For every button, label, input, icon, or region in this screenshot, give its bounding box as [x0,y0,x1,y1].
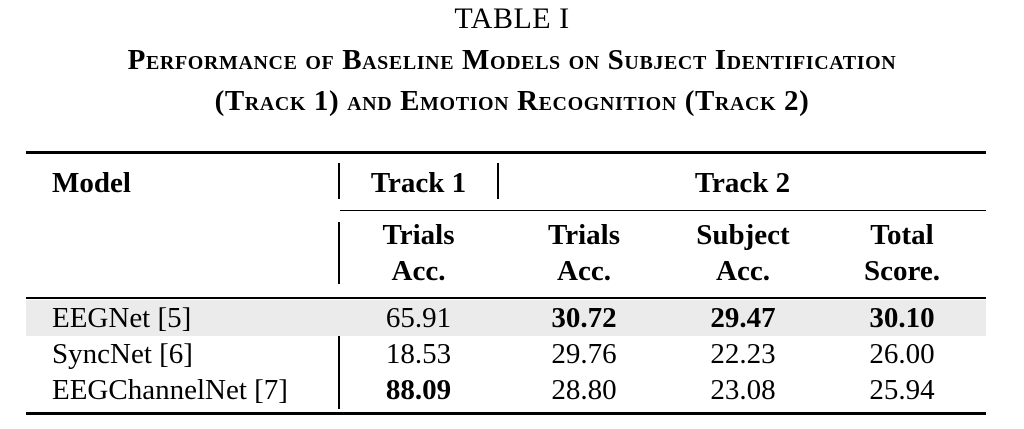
row-t2-total: 30.10 [869,302,935,334]
header-t2-total-score: Total Score. [864,219,940,287]
row-t2-subject: 23.08 [710,374,776,406]
header-track-1: Track 1 [370,167,467,199]
header-body-rule [26,297,986,299]
column-divider [338,222,340,284]
column-divider [338,163,340,199]
header-track-2: Track 2 [694,167,791,199]
row-t1-trials: 88.09 [385,374,452,406]
header-t1-trials-acc: Trials Acc. [382,219,455,287]
row-t2-total: 26.00 [869,338,935,370]
row-t2-subject: 22.23 [710,338,776,370]
header-t2-trials-acc: Trials Acc. [548,219,620,287]
row-t2-subject: 29.47 [710,302,776,334]
row-t2-trials: 28.80 [551,374,617,406]
table-label: TABLE I [454,2,570,35]
row-t2-trials: 29.76 [551,338,617,370]
track-header-underline [340,210,986,211]
row-t2-trials: 30.72 [551,302,617,334]
header-t2-subject-acc: Subject Acc. [696,219,790,287]
row-t1-trials: 65.91 [385,302,452,334]
row-model: EEGChannelNet [7] [52,374,288,406]
table-title-line-1: Performance of Baseline Models on Subjec… [127,44,897,76]
top-rule [26,151,986,154]
highlight-row-background [26,300,986,336]
table-title-line-2: (Track 1) and Emotion Recognition (Track… [214,85,810,117]
row-model: SyncNet [6] [52,338,193,370]
row-model: EEGNet [5] [52,302,192,334]
column-divider [338,301,340,409]
header-model: Model [52,167,131,199]
row-t1-trials: 18.53 [385,338,452,370]
column-divider [497,163,499,199]
row-t2-total: 25.94 [869,374,935,406]
bottom-rule [26,412,986,415]
